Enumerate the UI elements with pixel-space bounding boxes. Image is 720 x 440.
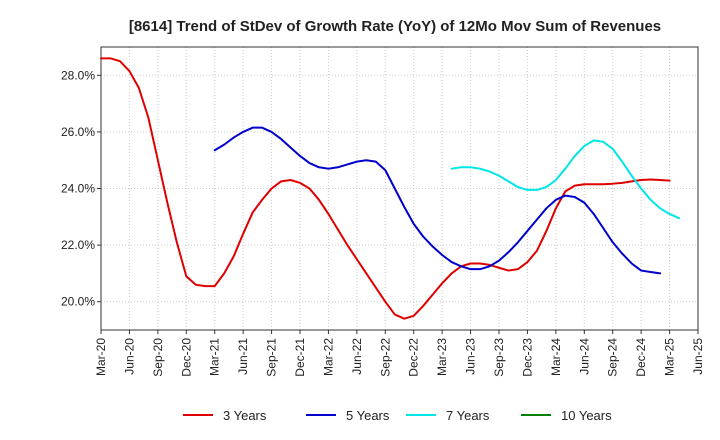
x-tick-label: Mar-22 bbox=[321, 338, 335, 376]
x-tick-label: Dec-21 bbox=[293, 338, 307, 377]
chart-title: [8614] Trend of StDev of Growth Rate (Yo… bbox=[129, 18, 661, 35]
legend-label-10-years: 10 Years bbox=[561, 408, 612, 423]
x-tick-label: Jun-23 bbox=[464, 338, 478, 375]
y-tick-label: 28.0% bbox=[61, 68, 95, 82]
x-tick-label: Jun-20 bbox=[122, 338, 136, 375]
x-tick-label: Sep-23 bbox=[492, 338, 506, 377]
x-tick-label: Sep-20 bbox=[151, 338, 165, 377]
x-tick-label: Jun-25 bbox=[691, 338, 705, 375]
y-tick-label: 24.0% bbox=[61, 182, 95, 196]
x-tick-label: Sep-21 bbox=[265, 338, 279, 377]
series-line-3-years bbox=[100, 57, 671, 320]
x-tick-label: Jun-22 bbox=[350, 338, 364, 375]
y-tick-label: 22.0% bbox=[61, 238, 95, 252]
grid bbox=[100, 47, 699, 330]
axes: 20.0% 22.0% 24.0% 26.0% 28.0% Mar-20 Jun-20 Sep… bbox=[61, 46, 705, 377]
x-tick-label: Jun-21 bbox=[236, 338, 250, 375]
series bbox=[100, 57, 681, 320]
x-tick-label: Sep-22 bbox=[378, 338, 392, 377]
x-tick-label: Dec-24 bbox=[634, 338, 648, 377]
x-tick-label: Jun-24 bbox=[577, 338, 591, 375]
legend-label-7-years: 7 Years bbox=[446, 408, 490, 423]
y-tick-label: 20.0% bbox=[61, 295, 95, 309]
x-tick-label: Mar-24 bbox=[549, 338, 563, 376]
x-tick-label: Mar-21 bbox=[208, 338, 222, 376]
x-tick-label: Mar-20 bbox=[94, 338, 108, 376]
x-tick-label: Mar-23 bbox=[435, 338, 449, 376]
legend-label-3-years: 3 Years bbox=[223, 408, 267, 423]
x-tick-label: Dec-22 bbox=[407, 338, 421, 377]
legend: 3 Years 5 Years 7 Years 10 Years bbox=[183, 408, 612, 423]
series-line-5-years bbox=[213, 126, 662, 275]
series-line-7-years bbox=[450, 139, 681, 220]
x-tick-label: Dec-23 bbox=[520, 338, 534, 377]
x-tick-label: Dec-20 bbox=[179, 338, 193, 377]
x-tick-label: Sep-24 bbox=[606, 338, 620, 377]
legend-label-5-years: 5 Years bbox=[346, 408, 390, 423]
y-tick-label: 26.0% bbox=[61, 125, 95, 139]
x-tick-label: Mar-25 bbox=[663, 338, 677, 376]
